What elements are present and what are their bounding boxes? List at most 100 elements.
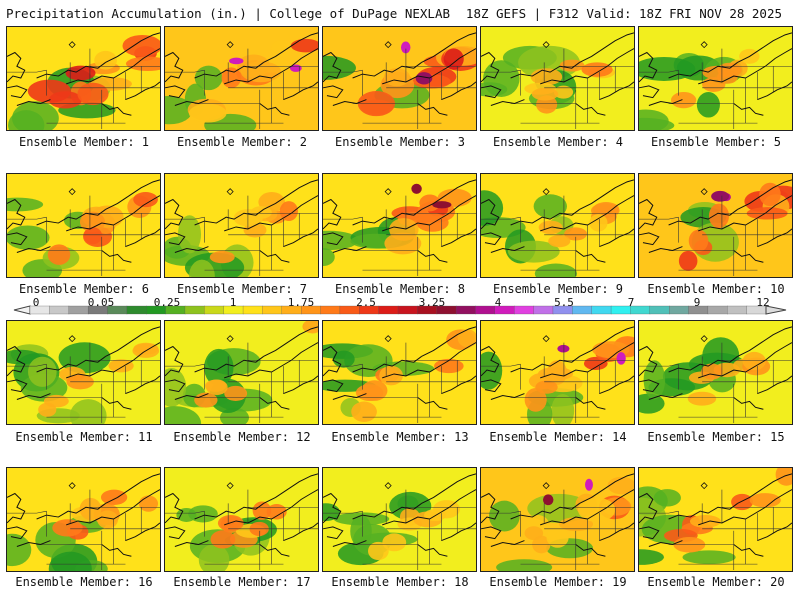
precip-blob-light [7,349,41,365]
coastline [36,502,107,520]
coastline [352,502,423,520]
coastline [639,232,660,246]
coastline [737,179,792,210]
station-marker-icon [226,482,234,490]
coastline [599,81,634,101]
ensemble-member-label: Ensemble Member: 2 [176,135,308,149]
colorbar-tick-label: 3.25 [418,296,446,309]
colorbar-min-arrow [13,305,31,315]
state-border [7,510,47,514]
precip-blob-heavy [209,250,235,264]
coastline [481,492,500,524]
ensemble-member-label: Ensemble Member: 15 [647,430,785,444]
coastline [481,85,502,99]
state-border [165,510,205,514]
precip-maximum [432,201,452,209]
precip-blob-heavy [266,504,287,520]
precip-blob-light [12,101,59,130]
precip-blob-heavy [138,495,159,512]
precip-field [323,468,476,571]
precip-maximum [542,494,554,506]
coastline [429,489,476,520]
coastline [165,85,186,99]
coastline [421,473,476,504]
precip-blob-heavy [535,380,558,394]
precip-blob-light [496,559,553,571]
ensemble-member-label: Ensemble Member: 14 [489,430,627,444]
colorbar-swatch [204,305,225,315]
state-border [639,69,679,73]
coastline [113,342,160,373]
coastline [575,397,606,410]
coastline [36,355,107,373]
station-marker-icon [384,41,392,49]
state-border [639,216,679,220]
coastline [668,355,739,373]
precip-maximum [711,190,730,202]
precip-blob-heavy [678,250,698,271]
coastline [575,103,606,116]
coastline [263,326,318,357]
coastline [648,393,683,400]
state-border [165,363,205,367]
precip-blob-heavy [379,365,403,386]
coastline [194,61,265,79]
precip-field [639,27,792,130]
coastline [733,250,764,263]
state-border [323,510,363,514]
precip-blob-light [28,356,57,387]
ensemble-member-map [6,467,161,572]
precip-field [323,174,476,277]
precip-blob-heavy [221,67,242,89]
precip-blob-heavy [564,227,588,241]
precip-field [639,174,792,277]
colorbar-swatch [397,305,418,315]
ensemble-member-label: Ensemble Member: 9 [492,282,624,296]
ensemble-member-label: Ensemble Member: 13 [331,430,469,444]
coastline [101,397,132,410]
coastline [125,375,160,395]
coastline [7,198,26,230]
coastline [737,473,792,504]
station-marker-icon [542,41,550,49]
coastline [165,345,184,377]
coastline [587,195,634,226]
coastline [323,345,342,377]
precip-blob-light [323,55,356,80]
coastline [194,355,265,373]
station-marker-icon [700,335,708,343]
ensemble-member-label: Ensemble Member: 5 [650,135,782,149]
precip-field [639,468,792,571]
ensemble-member-map [322,320,477,425]
coastline [698,222,746,232]
precip-blob-heavy [224,385,248,401]
precip-blob-heavy [553,85,574,99]
coastline [421,32,476,63]
colorbar-swatch [262,305,283,315]
colorbar-tick-label: 5.5 [554,296,574,309]
coastline [224,222,272,232]
station-marker-icon [226,335,234,343]
coastline [421,179,476,210]
coastline [382,369,430,379]
coastline [263,473,318,504]
coastline [441,375,476,395]
coastline [16,246,51,253]
ensemble-member-label: Ensemble Member: 8 [334,282,466,296]
ensemble-member-label: Ensemble Member: 3 [334,135,466,149]
precip-blob-heavy [581,62,613,77]
coastline [417,103,448,116]
ensemble-member-label: Ensemble Member: 19 [489,575,627,589]
station-marker-icon [384,482,392,490]
coastline [587,342,634,373]
precip-blob-heavy [97,510,119,529]
colorbar-tick-label: 9 [693,296,701,309]
state-border [481,69,521,73]
colorbar-tick-label: 4 [494,296,502,309]
station-marker-icon [542,188,550,196]
precip-blob-heavy [443,48,464,70]
coastline [737,32,792,63]
ensemble-member-map [322,173,477,278]
coastline [417,397,448,410]
coastline [259,250,290,263]
